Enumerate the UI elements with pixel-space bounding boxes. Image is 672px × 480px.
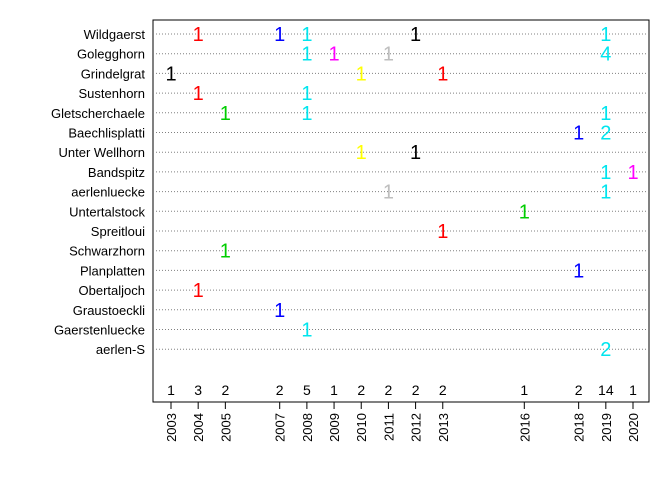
- data-point-label: 1: [437, 63, 448, 85]
- x-tick-label: 2011: [381, 413, 396, 441]
- y-tick-label: Baechlisplatti: [68, 126, 145, 141]
- y-tick-label: Gletscherchaele: [51, 106, 145, 121]
- year-total-label: 1: [520, 382, 528, 398]
- data-point-label: 1: [301, 44, 312, 66]
- x-tick-label: 2007: [273, 413, 288, 442]
- year-total-label: 2: [439, 382, 447, 398]
- data-point-label: 1: [356, 63, 367, 85]
- x-tick-label: 2005: [218, 413, 233, 442]
- data-point-label: 1: [301, 320, 312, 342]
- year-total-label: 2: [575, 382, 583, 398]
- x-tick-label: 2019: [599, 413, 614, 442]
- x-tick-label: 2009: [327, 413, 342, 442]
- data-point-label: 1: [220, 241, 231, 263]
- x-tick-label: 2003: [164, 413, 179, 442]
- year-total-label: 1: [167, 382, 175, 398]
- y-tick-label: Spreitloui: [91, 224, 145, 239]
- year-total-label: 1: [629, 382, 637, 398]
- y-tick-label: Sustenhorn: [79, 86, 146, 101]
- year-total-label: 2: [276, 382, 284, 398]
- x-axis: 2003 2004 2005 2007 2008 2009 2010 2011 2012 2013…: [164, 402, 641, 442]
- data-point-label: 1: [573, 260, 584, 282]
- data-point-label: 1: [383, 182, 394, 204]
- y-tick-label: Untertalstock: [69, 204, 145, 219]
- year-total-label: 2: [412, 382, 420, 398]
- data-point-label: 1: [519, 201, 530, 223]
- data-point-label: 1: [301, 24, 312, 46]
- y-tick-label: aerlenluecke: [71, 185, 145, 200]
- y-tick-label: Bandspitz: [88, 165, 145, 180]
- y-tick-label: aerlen-S: [96, 342, 145, 357]
- x-tick-label: 2008: [300, 413, 315, 442]
- y-tick-label: Schwarzhorn: [69, 244, 145, 259]
- year-count-row: 1 3 2 2 5 1 2 2 2 2 1 2 14 1: [167, 382, 637, 398]
- y-tick-label: Planplatten: [80, 263, 145, 278]
- year-total-label: 3: [194, 382, 202, 398]
- data-point-label: 1: [600, 103, 611, 125]
- year-total-label: 2: [385, 382, 393, 398]
- y-axis-labels: Wildgaerst Golegghorn Grindelgrat Sustenhor…: [51, 27, 145, 357]
- data-point-label: 1: [274, 24, 285, 46]
- y-tick-label: Wildgaerst: [84, 27, 146, 42]
- x-tick-label: 2010: [354, 413, 369, 442]
- x-tick-label: 2013: [436, 413, 451, 442]
- data-point-label: 1: [193, 280, 204, 302]
- y-tick-label: Unter Wellhorn: [59, 145, 145, 160]
- year-total-label: 1: [330, 382, 338, 398]
- data-point-label: 2: [600, 123, 611, 145]
- y-tick-label: Golegghorn: [77, 47, 145, 62]
- data-point-label: 1: [165, 63, 176, 85]
- data-point-label: 4: [600, 44, 611, 66]
- data-point-label: 1: [193, 24, 204, 46]
- year-total-label: 5: [303, 382, 311, 398]
- data-point-label: 1: [573, 123, 584, 145]
- x-tick-label: 2012: [409, 413, 424, 442]
- data-point-label: 1: [627, 162, 638, 184]
- data-point-label: 1: [600, 182, 611, 204]
- year-total-label: 2: [357, 382, 365, 398]
- data-point-label: 1: [437, 221, 448, 243]
- x-tick-label: 2020: [626, 413, 641, 442]
- data-point-label: 2: [600, 339, 611, 361]
- data-point-label: 1: [356, 142, 367, 164]
- data-point-label: 1: [410, 24, 421, 46]
- y-tick-label: Gaerstenluecke: [54, 323, 145, 338]
- grid-lines: [153, 33, 649, 350]
- data-point-label: 1: [328, 44, 339, 66]
- year-total-label: 2: [221, 382, 229, 398]
- data-point-label: 1: [301, 83, 312, 105]
- year-total-label: 14: [598, 382, 614, 398]
- data-point-label: 1: [220, 103, 231, 125]
- data-point-label: 1: [410, 142, 421, 164]
- data-point-label: 1: [600, 24, 611, 46]
- x-tick-label: 2004: [191, 413, 206, 442]
- y-tick-label: Grindelgrat: [81, 66, 146, 81]
- data-point-label: 1: [193, 83, 204, 105]
- data-point-label: 1: [383, 44, 394, 66]
- y-tick-label: Obertaljoch: [79, 283, 145, 298]
- data-point-label: 1: [274, 300, 285, 322]
- data-point-label: 1: [600, 162, 611, 184]
- x-tick-label: 2016: [517, 413, 532, 442]
- plot-frame: [152, 19, 650, 403]
- data-point-label: 1: [301, 103, 312, 125]
- y-tick-label: Graustoeckli: [73, 303, 145, 318]
- x-tick-label: 2018: [572, 413, 587, 442]
